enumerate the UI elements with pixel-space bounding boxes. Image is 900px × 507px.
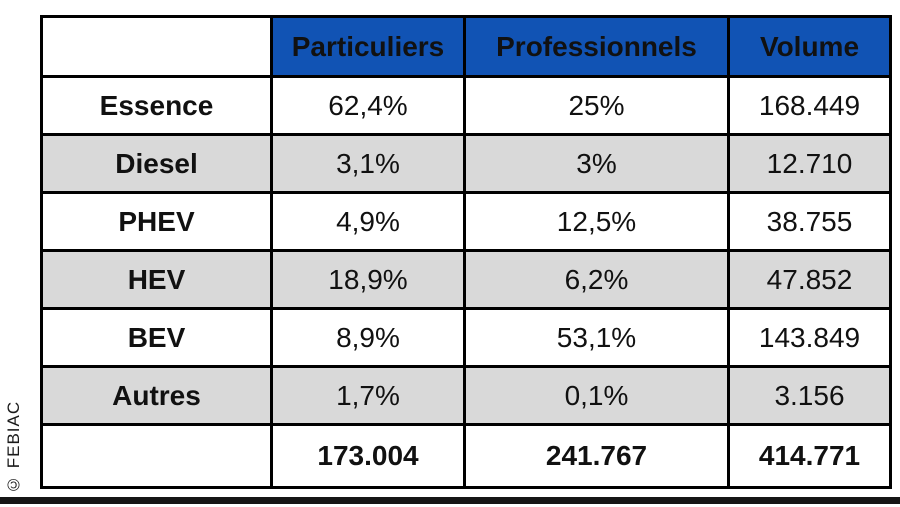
table-row-autres: Autres 1,7% 0,1% 3.156 [40, 365, 892, 426]
cell-hev-volume: 47.852 [727, 249, 892, 310]
table-row-essence: Essence 62,4% 25% 168.449 [40, 75, 892, 136]
cell-phev-professionnels: 12,5% [463, 191, 730, 252]
cell-bev-professionnels: 53,1% [463, 307, 730, 368]
row-label-essence: Essence [40, 75, 273, 136]
cell-hev-professionnels: 6,2% [463, 249, 730, 310]
total-label-cell [40, 423, 273, 489]
header-corner-cell [40, 15, 273, 78]
cell-diesel-volume: 12.710 [727, 133, 892, 194]
cell-essence-volume: 168.449 [727, 75, 892, 136]
cell-hev-particuliers: 18,9% [270, 249, 466, 310]
fuel-type-registrations-table: Particuliers Professionnels Volume Essen… [40, 15, 892, 489]
cell-autres-particuliers: 1,7% [270, 365, 466, 426]
cell-bev-particuliers: 8,9% [270, 307, 466, 368]
table-row-diesel: Diesel 3,1% 3% 12.710 [40, 133, 892, 194]
row-label-phev: PHEV [40, 191, 273, 252]
header-row: Particuliers Professionnels Volume [40, 15, 892, 78]
row-label-hev: HEV [40, 249, 273, 310]
table-row-bev: BEV 8,9% 53,1% 143.849 [40, 307, 892, 368]
total-professionnels: 241.767 [463, 423, 730, 489]
cell-diesel-particuliers: 3,1% [270, 133, 466, 194]
cell-autres-volume: 3.156 [727, 365, 892, 426]
cell-phev-particuliers: 4,9% [270, 191, 466, 252]
bottom-divider-bar [0, 497, 900, 504]
cell-essence-professionnels: 25% [463, 75, 730, 136]
total-volume: 414.771 [727, 423, 892, 489]
febiac-copyright-watermark: © FEBIAC [4, 400, 23, 494]
totals-row: 173.004 241.767 414.771 [40, 423, 892, 489]
header-professionnels: Professionnels [463, 15, 730, 78]
row-label-bev: BEV [40, 307, 273, 368]
cell-bev-volume: 143.849 [727, 307, 892, 368]
cell-diesel-professionnels: 3% [463, 133, 730, 194]
row-label-diesel: Diesel [40, 133, 273, 194]
cell-essence-particuliers: 62,4% [270, 75, 466, 136]
total-particuliers: 173.004 [270, 423, 466, 489]
header-particuliers: Particuliers [270, 15, 466, 78]
table-row-hev: HEV 18,9% 6,2% 47.852 [40, 249, 892, 310]
cell-autres-professionnels: 0,1% [463, 365, 730, 426]
header-volume: Volume [727, 15, 892, 78]
table-row-phev: PHEV 4,9% 12,5% 38.755 [40, 191, 892, 252]
cell-phev-volume: 38.755 [727, 191, 892, 252]
row-label-autres: Autres [40, 365, 273, 426]
